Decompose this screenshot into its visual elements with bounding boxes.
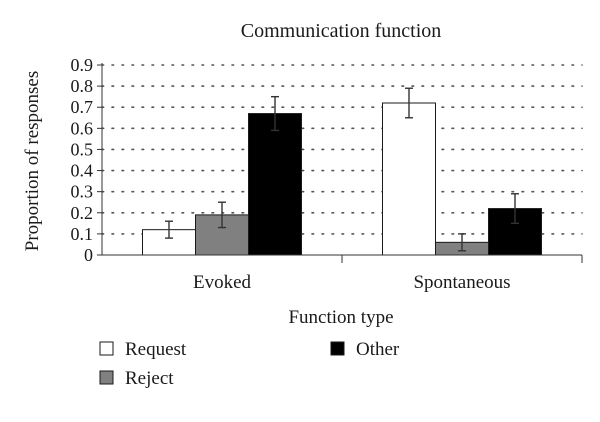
bars xyxy=(142,87,542,256)
y-axis-label: Proportion of responses xyxy=(22,71,43,251)
y-tick-label: 0.1 xyxy=(71,224,94,244)
y-tick-label: 0.9 xyxy=(71,55,94,75)
legend-label-other: Other xyxy=(356,339,400,360)
y-tick-label: 0.4 xyxy=(71,161,94,181)
chart-title: Communication function xyxy=(241,20,442,42)
bar-other-evoked xyxy=(248,113,302,256)
legend: Request Reject Other xyxy=(99,339,400,389)
y-tick-label: 0.6 xyxy=(71,118,94,138)
y-tick-label: 0 xyxy=(84,245,93,265)
legend-swatch-request xyxy=(99,341,114,356)
x-tick-label-spontaneous: Spontaneous xyxy=(413,272,510,293)
y-tick-label: 0.3 xyxy=(71,182,94,202)
x-axis-label: Function type xyxy=(288,307,393,328)
legend-label-reject: Reject xyxy=(125,368,174,389)
legend-swatch-other xyxy=(330,341,345,356)
bar-request-spontaneous xyxy=(382,102,436,256)
legend-swatch-reject xyxy=(99,370,114,385)
y-tick-label: 0.2 xyxy=(71,203,94,223)
y-tick-label: 0.5 xyxy=(71,139,94,159)
y-tick-label: 0.8 xyxy=(71,76,94,96)
axes xyxy=(97,63,583,263)
legend-label-request: Request xyxy=(125,339,187,360)
gridlines xyxy=(101,64,583,235)
y-tick-labels: 00.10.20.30.40.50.60.70.80.9 xyxy=(71,55,94,265)
y-tick-label: 0.7 xyxy=(71,97,94,117)
x-tick-labels: Evoked Spontaneous xyxy=(193,272,511,293)
x-tick-label-evoked: Evoked xyxy=(193,272,252,293)
